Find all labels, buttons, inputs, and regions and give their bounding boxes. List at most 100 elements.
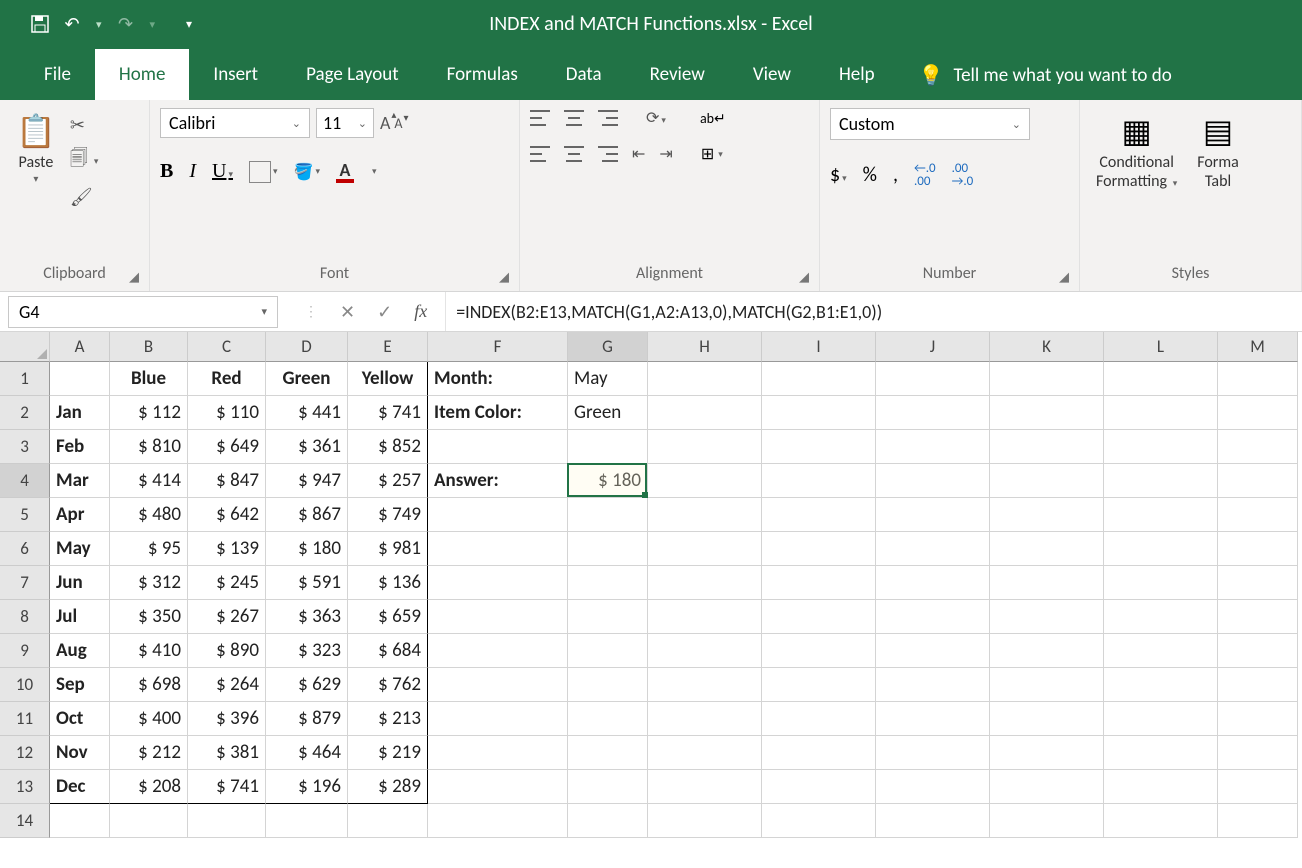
tab-home[interactable]: Home [95, 49, 190, 100]
cell-J12[interactable] [876, 736, 990, 770]
cell-L2[interactable] [1104, 396, 1218, 430]
cell-L8[interactable] [1104, 600, 1218, 634]
qat-customize-icon[interactable]: ▾ [179, 14, 199, 34]
cell-D8[interactable]: $ 363 [266, 600, 348, 634]
cell-J3[interactable] [876, 430, 990, 464]
cell-G10[interactable] [568, 668, 648, 702]
row-header-13[interactable]: 13 [0, 770, 50, 804]
row-header-1[interactable]: 1 [0, 362, 50, 396]
cell-A2[interactable]: Jan [50, 396, 110, 430]
align-center-icon[interactable] [564, 146, 584, 162]
cell-C4[interactable]: $ 847 [188, 464, 266, 498]
cell-K10[interactable] [990, 668, 1104, 702]
cell-C12[interactable]: $ 381 [188, 736, 266, 770]
cell-I3[interactable] [762, 430, 876, 464]
cell-C10[interactable]: $ 264 [188, 668, 266, 702]
cell-D12[interactable]: $ 464 [266, 736, 348, 770]
tell-me-search[interactable]: 💡 Tell me what you want to do [899, 51, 1172, 100]
cell-L1[interactable] [1104, 362, 1218, 396]
cell-I8[interactable] [762, 600, 876, 634]
cell-E14[interactable] [348, 804, 428, 838]
save-icon[interactable] [30, 14, 50, 34]
cell-L4[interactable] [1104, 464, 1218, 498]
cell-M9[interactable] [1218, 634, 1298, 668]
undo-dropdown-icon[interactable]: ▾ [94, 18, 104, 31]
orientation-icon[interactable]: ⟳▾ [646, 108, 666, 128]
row-header-5[interactable]: 5 [0, 498, 50, 532]
cell-L7[interactable] [1104, 566, 1218, 600]
cell-G8[interactable] [568, 600, 648, 634]
cell-E13[interactable]: $ 289 [348, 770, 428, 804]
cell-B13[interactable]: $ 208 [110, 770, 188, 804]
cell-H10[interactable] [648, 668, 762, 702]
decrease-indent-icon[interactable]: ⇤ [632, 144, 645, 164]
col-header-H[interactable]: H [648, 332, 762, 362]
cell-E6[interactable]: $ 981 [348, 532, 428, 566]
name-box[interactable]: G4▾ [8, 296, 278, 328]
cell-E11[interactable]: $ 213 [348, 702, 428, 736]
cell-G4[interactable]: $ 180 [568, 464, 648, 498]
cell-G14[interactable] [568, 804, 648, 838]
tab-data[interactable]: Data [542, 49, 626, 100]
cell-G7[interactable] [568, 566, 648, 600]
col-header-L[interactable]: L [1104, 332, 1218, 362]
col-header-A[interactable]: A [50, 332, 110, 362]
cell-D7[interactable]: $ 591 [266, 566, 348, 600]
cell-D3[interactable]: $ 361 [266, 430, 348, 464]
font-launcher-icon[interactable]: ◢ [499, 270, 509, 285]
cell-M3[interactable] [1218, 430, 1298, 464]
cell-A14[interactable] [50, 804, 110, 838]
enter-icon[interactable]: ✓ [377, 301, 392, 323]
cell-F8[interactable] [428, 600, 568, 634]
cell-M11[interactable] [1218, 702, 1298, 736]
cell-K12[interactable] [990, 736, 1104, 770]
cell-H12[interactable] [648, 736, 762, 770]
cell-B4[interactable]: $ 414 [110, 464, 188, 498]
cell-H3[interactable] [648, 430, 762, 464]
cancel-icon[interactable]: ✕ [340, 301, 355, 323]
cell-H9[interactable] [648, 634, 762, 668]
undo-icon[interactable]: ↶ [62, 14, 82, 34]
decrease-font-icon[interactable]: A▾ [394, 115, 402, 132]
col-header-C[interactable]: C [188, 332, 266, 362]
row-header-7[interactable]: 7 [0, 566, 50, 600]
cell-H1[interactable] [648, 362, 762, 396]
cell-A11[interactable]: Oct [50, 702, 110, 736]
cell-I5[interactable] [762, 498, 876, 532]
cell-I2[interactable] [762, 396, 876, 430]
cell-I6[interactable] [762, 532, 876, 566]
col-header-K[interactable]: K [990, 332, 1104, 362]
row-header-4[interactable]: 4 [0, 464, 50, 498]
row-header-9[interactable]: 9 [0, 634, 50, 668]
cell-E10[interactable]: $ 762 [348, 668, 428, 702]
font-size-select[interactable]: 11⌄ [316, 108, 374, 138]
cell-K4[interactable] [990, 464, 1104, 498]
cell-J14[interactable] [876, 804, 990, 838]
cell-A9[interactable]: Aug [50, 634, 110, 668]
cell-D11[interactable]: $ 879 [266, 702, 348, 736]
cell-I1[interactable] [762, 362, 876, 396]
number-launcher-icon[interactable]: ◢ [1059, 270, 1069, 285]
cell-A12[interactable]: Nov [50, 736, 110, 770]
cell-K14[interactable] [990, 804, 1104, 838]
cell-H2[interactable] [648, 396, 762, 430]
row-header-6[interactable]: 6 [0, 532, 50, 566]
cell-K6[interactable] [990, 532, 1104, 566]
col-header-M[interactable]: M [1218, 332, 1298, 362]
cell-M10[interactable] [1218, 668, 1298, 702]
cell-C6[interactable]: $ 139 [188, 532, 266, 566]
format-painter-icon[interactable]: 🖌 [70, 186, 99, 208]
row-header-2[interactable]: 2 [0, 396, 50, 430]
cell-I11[interactable] [762, 702, 876, 736]
cell-J10[interactable] [876, 668, 990, 702]
tab-file[interactable]: File [20, 49, 95, 100]
cell-K3[interactable] [990, 430, 1104, 464]
cut-icon[interactable]: ✂ [70, 114, 99, 136]
cell-A4[interactable]: Mar [50, 464, 110, 498]
cell-G9[interactable] [568, 634, 648, 668]
cell-D14[interactable] [266, 804, 348, 838]
cell-J1[interactable] [876, 362, 990, 396]
cell-A6[interactable]: May [50, 532, 110, 566]
cell-M13[interactable] [1218, 770, 1298, 804]
cell-E8[interactable]: $ 659 [348, 600, 428, 634]
